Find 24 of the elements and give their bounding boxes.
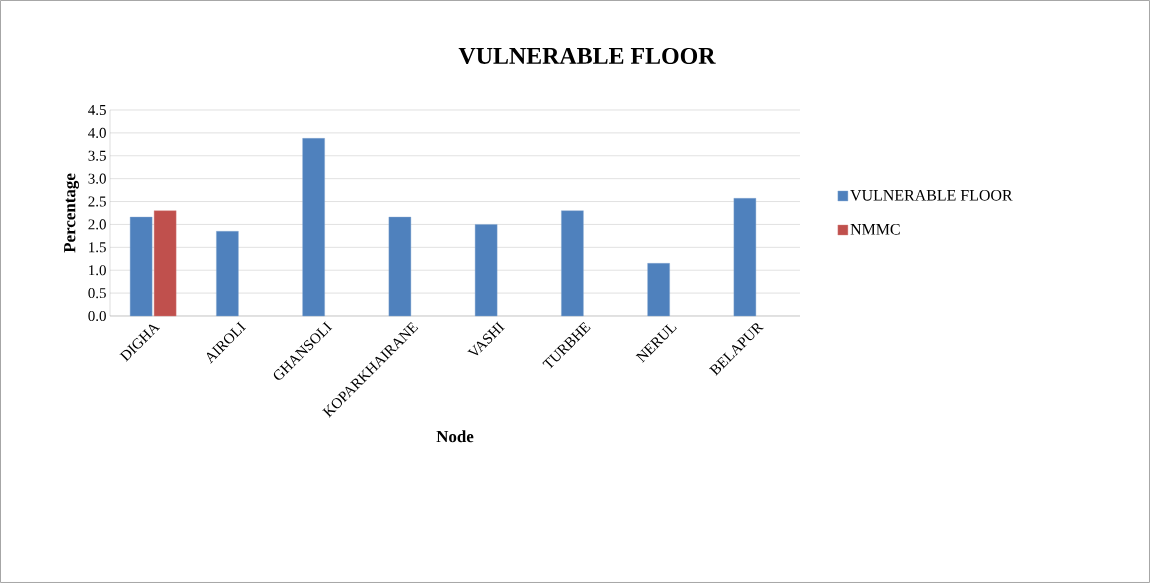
bar: [647, 263, 670, 317]
legend-label: VULNERABLE FLOOR: [850, 189, 1013, 201]
bar: [474, 224, 498, 317]
bar: [129, 216, 153, 317]
y-tick-label: 1.0: [89, 265, 106, 276]
y-axis-title: Percentage: [64, 173, 79, 253]
y-tick-label: 2.5: [88, 196, 106, 207]
y-tick-label: 3.5: [88, 150, 106, 161]
y-tick-label: 0.5: [88, 288, 106, 299]
bar: [216, 231, 239, 317]
bar: [302, 138, 325, 317]
bar: [388, 216, 412, 317]
y-tick-label: 4.5: [88, 104, 106, 116]
bar: [561, 210, 584, 317]
bar: [153, 210, 177, 317]
y-tick-label: 0.0: [88, 310, 106, 322]
chart-title: VULNERABLE FLOOR: [458, 47, 716, 65]
bar: [733, 198, 757, 317]
y-tick-label: 4.0: [88, 127, 106, 138]
y-tick-label: 1.5: [89, 242, 106, 253]
legend-label: NMMC: [850, 223, 900, 235]
x-axis-title: Node: [436, 430, 474, 443]
y-tick-label: 3.0: [88, 173, 106, 184]
y-tick-label: 2.0: [88, 219, 106, 230]
